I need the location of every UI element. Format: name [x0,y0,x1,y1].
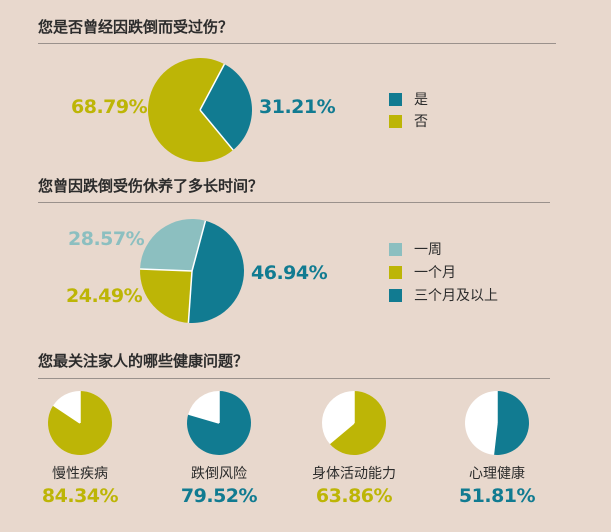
q2-legend-three-months: 三个月及以上 [389,285,498,305]
q2-slice-three-months [188,220,244,323]
q2-legend-three-months-swatch [389,288,402,302]
question-1-divider [38,43,556,44]
q2-slice-week [140,219,206,271]
q3-mobility-pie [322,391,386,455]
q3-item-mental-health: 心理健康 51.81% [442,391,552,507]
q3-fall-risk-value: 79.52% [180,485,258,507]
q2-label-three-months: 46.94% [251,262,328,284]
q1-legend-yes: 是 [389,89,428,109]
q2-legend-month-label: 一个月 [414,265,456,281]
q2-slice-month [140,269,192,323]
q3-mental-health-pie [465,391,529,455]
question-2-divider [38,202,550,203]
question-2-title: 您曾因跌倒受伤休养了多长时间？ [38,177,264,195]
q1-legend-no-swatch [389,114,402,128]
q3-chronic-label: 慢性疾病 [52,466,108,482]
q1-label-no: 68.79% [71,96,148,118]
q2-label-week: 28.57% [68,228,145,250]
q2-legend-week-label: 一周 [414,242,442,258]
q2-legend-month-swatch [389,265,402,279]
q3-mental-health-value: 51.81% [458,485,536,507]
q2-legend-week-swatch [389,242,402,256]
q1-legend-yes-swatch [389,92,402,106]
q3-item-mobility: 身体活动能力 63.86% [299,391,409,507]
q3-fall-risk-label: 跌倒风险 [191,466,247,482]
q3-fall-risk-remainder [188,391,219,423]
q3-chronic-value: 84.34% [41,485,119,507]
q1-pie-chart [148,57,252,162]
q3-mental-health-label: 心理健康 [469,466,525,482]
q2-label-month: 24.49% [66,285,143,307]
q3-item-fall-risk: 跌倒风险 79.52% [164,391,274,507]
question-3-divider [38,378,550,379]
question-3-title: 您最关注家人的哪些健康问题？ [38,352,249,370]
q2-legend-week: 一周 [389,239,442,259]
q3-mobility-remainder [322,391,354,444]
q3-item-chronic: 慢性疾病 84.34% [25,391,135,507]
q2-pie-chart [140,219,244,323]
q1-legend-no-label: 否 [414,114,428,130]
q2-legend-month: 一个月 [389,262,456,282]
q1-legend-yes-label: 是 [414,92,428,108]
q1-slice-no [148,57,234,162]
q3-mobility-label: 身体活动能力 [312,466,396,482]
q3-mobility-value: 63.86% [315,485,393,507]
q3-mobility-slice [329,391,386,455]
question-1-title: 您是否曾经因跌倒而受过伤？ [38,18,234,36]
q3-chronic-remainder [53,391,80,423]
q1-label-yes: 31.21% [259,96,336,118]
q3-mental-health-slice [493,391,529,455]
q1-legend-no: 否 [389,111,428,131]
q2-legend-three-months-label: 三个月及以上 [414,288,498,304]
q3-mental-health-remainder [465,391,497,455]
q3-chronic-pie [47,391,113,455]
q3-fall-risk-pie [187,391,251,455]
